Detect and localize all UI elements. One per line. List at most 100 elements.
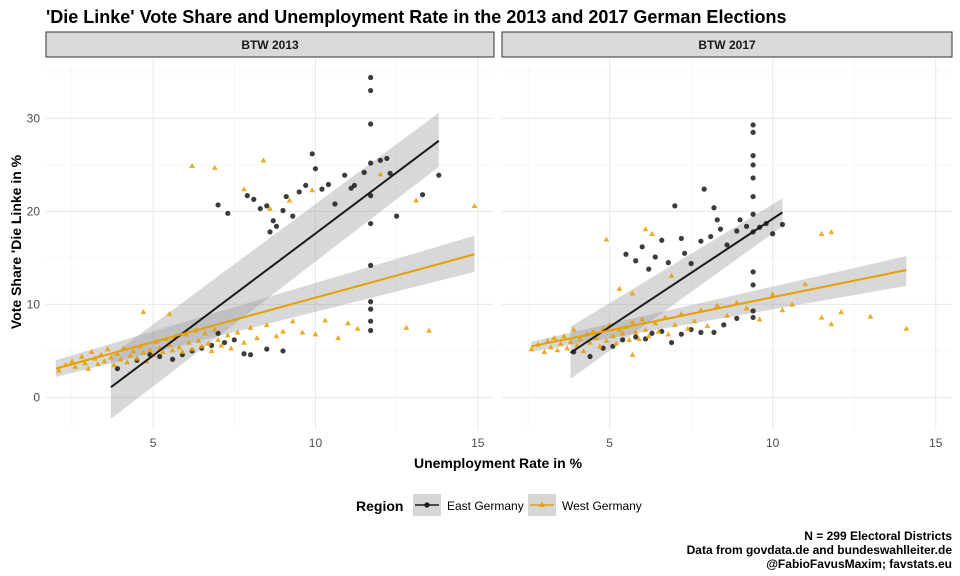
point-east-germany xyxy=(247,352,254,358)
y-tick-label-10: 10 xyxy=(27,297,41,311)
legend-key-west-germany xyxy=(528,494,556,516)
point-west-germany xyxy=(211,164,218,170)
point-west-germany xyxy=(114,350,121,356)
panel-btw-2013: BTW 2013 5 10 15 xyxy=(45,31,495,450)
point-west-germany xyxy=(189,162,195,169)
point-west-germany xyxy=(828,229,835,235)
point-east-germany xyxy=(717,226,724,232)
point-west-germany xyxy=(176,344,183,350)
x-tick-label-15: 15 xyxy=(471,436,485,450)
point-west-germany xyxy=(56,367,62,373)
point-east-germany xyxy=(244,193,250,199)
point-east-germany xyxy=(659,237,665,243)
point-east-germany xyxy=(368,74,374,81)
point-west-germany xyxy=(299,329,306,335)
point-east-germany xyxy=(750,175,756,181)
point-east-germany xyxy=(215,202,221,208)
panel-strip-label-btw-2013: BTW 2013 xyxy=(241,38,299,52)
point-west-germany xyxy=(655,328,662,334)
point-east-germany xyxy=(779,221,786,228)
point-west-germany xyxy=(714,302,721,308)
point-west-germany xyxy=(72,363,79,369)
point-west-germany xyxy=(202,330,208,336)
panel-grid-btw-2017 xyxy=(502,58,952,430)
point-west-germany xyxy=(587,339,593,345)
point-east-germany xyxy=(688,260,694,267)
point-west-germany xyxy=(554,347,561,353)
point-east-germany xyxy=(688,326,694,333)
point-east-germany xyxy=(280,207,286,214)
point-west-germany xyxy=(596,343,603,349)
point-east-germany xyxy=(309,151,315,157)
point-west-germany xyxy=(743,305,750,311)
point-west-germany xyxy=(211,326,218,332)
point-west-germany xyxy=(756,316,763,322)
point-west-germany xyxy=(111,362,118,368)
point-east-germany xyxy=(368,193,374,199)
point-west-germany xyxy=(649,230,655,236)
point-west-germany xyxy=(140,308,147,315)
point-east-germany xyxy=(678,235,684,242)
point-east-germany xyxy=(698,329,704,335)
point-east-germany xyxy=(646,266,652,272)
point-west-germany xyxy=(828,321,835,327)
x-tick-label-10: 10 xyxy=(309,436,323,450)
fit-lines-btw-2013 xyxy=(55,139,475,389)
point-east-germany xyxy=(251,196,257,202)
point-west-germany xyxy=(205,340,212,346)
point-east-germany xyxy=(668,339,675,346)
point-east-germany xyxy=(296,189,302,195)
point-west-germany xyxy=(561,333,567,339)
point-east-germany xyxy=(361,169,367,175)
point-west-germany xyxy=(289,318,296,324)
fit-line-east-germany-btw-2017 xyxy=(569,211,783,354)
point-east-germany xyxy=(750,282,756,288)
fit-line-east-germany-btw-2013 xyxy=(110,139,440,389)
point-west-germany xyxy=(312,331,319,337)
ci-band-west-germany-btw-2013 xyxy=(55,235,475,377)
point-west-germany xyxy=(779,307,786,313)
point-west-germany xyxy=(551,335,558,341)
point-west-germany xyxy=(335,335,342,341)
point-west-germany xyxy=(247,324,254,330)
point-east-germany xyxy=(711,329,717,335)
point-west-germany xyxy=(189,346,195,352)
point-east-germany xyxy=(394,213,400,219)
point-east-germany xyxy=(652,254,658,260)
point-east-germany xyxy=(770,231,776,237)
point-west-germany xyxy=(629,351,636,357)
point-east-germany xyxy=(221,339,228,346)
point-east-germany xyxy=(750,269,756,275)
point-west-germany xyxy=(626,336,633,342)
point-west-germany xyxy=(636,335,642,342)
point-west-germany xyxy=(322,317,329,323)
point-east-germany xyxy=(368,318,374,324)
point-east-germany xyxy=(368,220,374,227)
legend-label-east-germany: East Germany xyxy=(447,499,524,513)
point-east-germany xyxy=(387,170,393,176)
point-west-germany xyxy=(208,348,215,354)
point-west-germany xyxy=(818,314,825,320)
point-west-germany xyxy=(590,328,597,334)
point-east-germany xyxy=(264,203,270,209)
point-west-germany xyxy=(838,308,845,315)
point-west-germany xyxy=(85,365,92,371)
y-tick-label-30: 30 xyxy=(27,111,41,125)
point-west-germany xyxy=(528,346,535,352)
point-west-germany xyxy=(639,316,646,322)
point-east-germany xyxy=(342,172,348,178)
point-west-germany xyxy=(130,348,137,354)
point-west-germany xyxy=(789,301,796,307)
y-tick-labels: 0 10 20 30 xyxy=(27,111,41,404)
point-east-germany xyxy=(750,153,756,159)
point-east-germany xyxy=(750,211,756,217)
point-east-germany xyxy=(711,205,717,211)
point-west-germany xyxy=(127,352,134,358)
point-east-germany xyxy=(649,330,655,336)
point-west-germany xyxy=(166,310,173,316)
y-tick-label-20: 20 xyxy=(27,204,41,218)
point-west-germany xyxy=(263,322,270,328)
point-east-germany xyxy=(633,258,639,264)
legend-circle-marker xyxy=(424,502,430,508)
